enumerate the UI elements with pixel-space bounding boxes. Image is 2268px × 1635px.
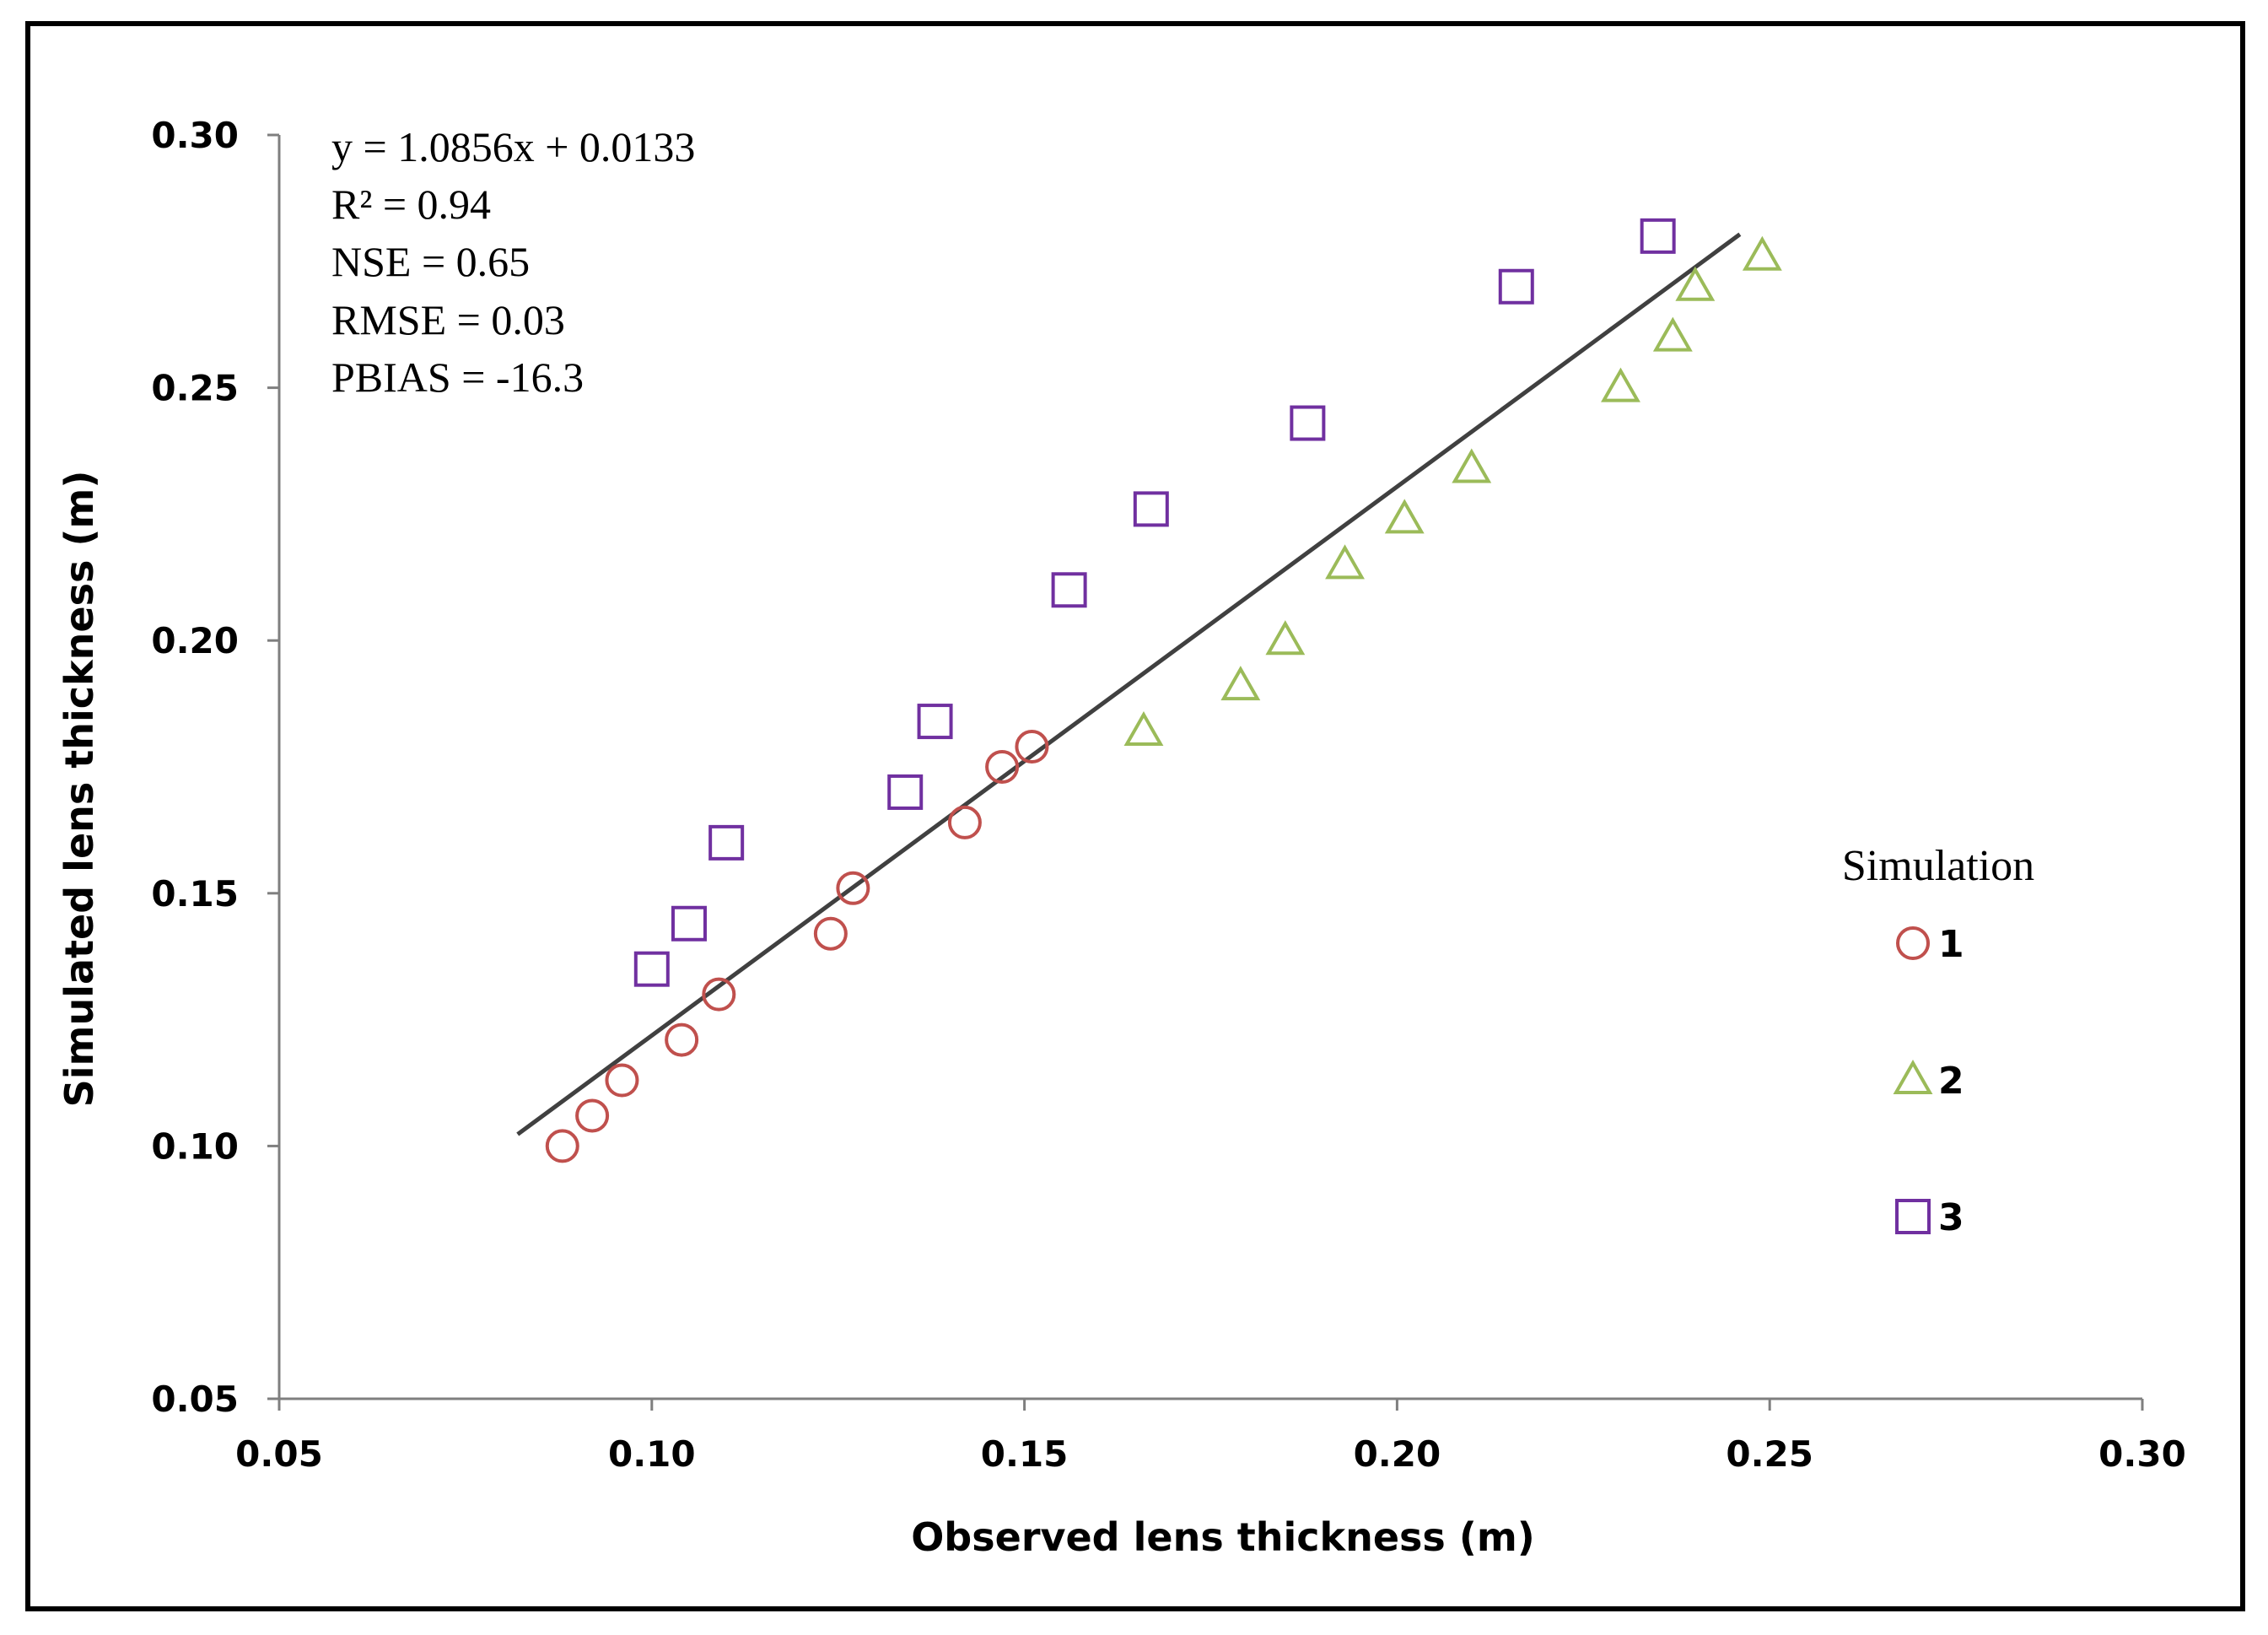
data-point-series-1 — [665, 1023, 699, 1057]
data-point-series-1 — [605, 1063, 639, 1098]
trendline — [516, 232, 1742, 1136]
legend-marker-3 — [1895, 1199, 1931, 1234]
annotation-r2: R² = 0.94 — [331, 181, 491, 228]
x-tick-label: 0.10 — [608, 1433, 696, 1475]
legend-label-2: 2 — [1938, 1060, 1964, 1103]
x-tick-label: 0.15 — [981, 1433, 1069, 1475]
data-point-series-1 — [545, 1129, 579, 1163]
legend-marker-2 — [1893, 1059, 1933, 1094]
x-tick-label: 0.05 — [235, 1433, 323, 1475]
series-2 — [1123, 235, 1782, 747]
data-point-series-2 — [1325, 544, 1365, 580]
data-point-series-1 — [702, 977, 736, 1012]
data-point-series-1 — [575, 1098, 610, 1133]
legend-label-3: 3 — [1938, 1196, 1964, 1239]
data-point-series-2 — [1675, 266, 1716, 301]
y-tick-label: 0.10 — [151, 1125, 239, 1167]
data-point-series-3 — [1290, 405, 1326, 441]
data-point-series-3 — [917, 704, 953, 740]
trendline-layer — [516, 232, 1742, 1136]
data-point-series-3 — [887, 774, 924, 810]
series-3 — [633, 218, 1676, 987]
annotation-equation: y = 1.0856x + 0.0133 — [331, 123, 695, 170]
data-points — [545, 218, 1782, 1163]
legend: Simulation 1 2 3 — [1842, 842, 2034, 1239]
y-axis-label: Simulated lens thickness (m) — [57, 471, 102, 1108]
annotation-rmse: RMSE = 0.03 — [331, 296, 565, 343]
chart-frame — [25, 21, 2245, 1611]
axes: 0.05 0.10 0.15 0.20 0.25 0.30 0.05 0.10 0.15 0.20… — [151, 115, 2185, 1475]
y-tick-label: 0.25 — [151, 368, 239, 409]
data-point-series-2 — [1742, 235, 1782, 271]
data-point-series-3 — [1133, 491, 1169, 527]
data-point-series-1 — [1015, 730, 1049, 764]
data-point-series-2 — [1452, 448, 1492, 483]
y-tick-label: 0.30 — [151, 115, 239, 156]
data-point-series-2 — [1220, 666, 1261, 701]
y-tick-label: 0.15 — [151, 873, 239, 915]
data-point-series-3 — [1640, 218, 1676, 254]
legend-marker-1 — [1896, 926, 1930, 960]
legend-title: Simulation — [1842, 842, 2034, 890]
series-1 — [545, 730, 1049, 1163]
data-point-series-3 — [633, 951, 670, 987]
x-tick-label: 0.25 — [1726, 1433, 1813, 1475]
annotation-nse: NSE = 0.65 — [331, 238, 530, 285]
data-point-series-1 — [947, 805, 982, 839]
data-point-series-2 — [1123, 711, 1164, 747]
data-point-series-2 — [1265, 620, 1306, 656]
data-point-series-2 — [1601, 367, 1640, 402]
x-axis-label: Observed lens thickness (m) — [911, 1514, 1535, 1560]
legend-label-1: 1 — [1938, 923, 1964, 966]
data-point-series-1 — [985, 750, 1020, 784]
data-point-series-1 — [813, 916, 848, 951]
y-tick-label: 0.05 — [151, 1379, 239, 1420]
data-point-series-3 — [1051, 572, 1087, 608]
data-point-series-3 — [671, 905, 707, 942]
y-tick-label: 0.20 — [151, 620, 239, 661]
annotation-pbias: PBIAS = -16.3 — [331, 353, 584, 401]
x-tick-label: 0.20 — [1354, 1433, 1441, 1475]
data-point-series-3 — [708, 824, 745, 861]
data-point-series-1 — [836, 871, 870, 905]
data-point-series-3 — [1498, 268, 1534, 305]
stats-annotation: y = 1.0856x + 0.0133 R² = 0.94 NSE = 0.6… — [331, 123, 695, 401]
x-tick-label: 0.30 — [2098, 1433, 2186, 1475]
data-point-series-2 — [1384, 499, 1425, 534]
data-point-series-2 — [1652, 316, 1693, 352]
